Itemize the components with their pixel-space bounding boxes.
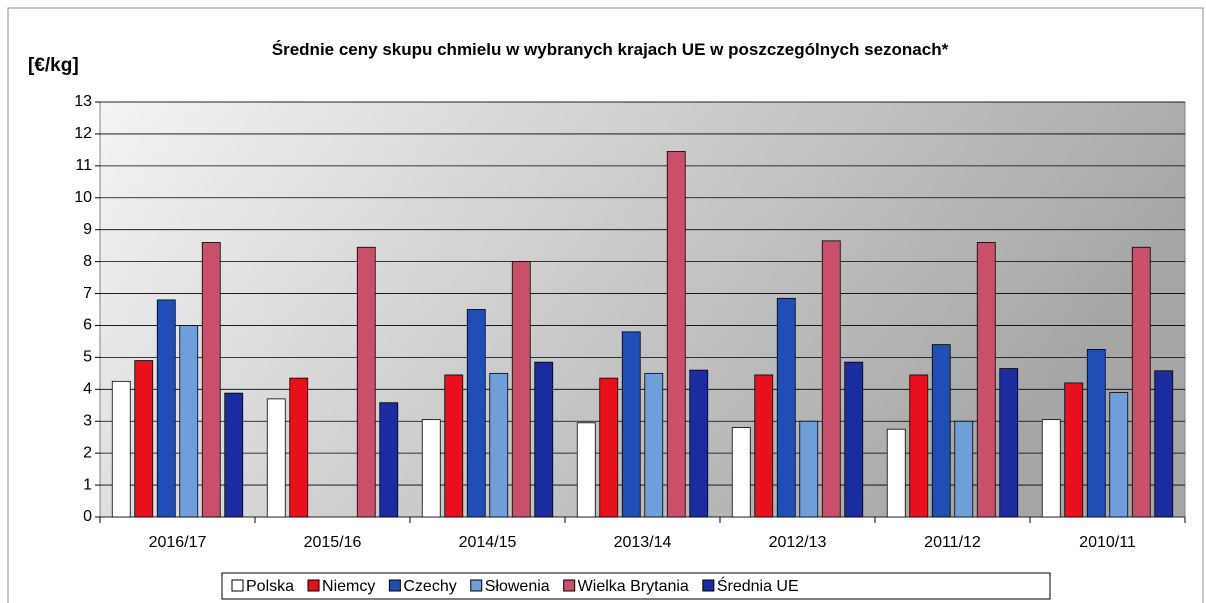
bar: [135, 361, 153, 517]
plot-area: [100, 102, 1185, 517]
legend-label: Średnia UE: [717, 576, 799, 595]
legend-swatch: [389, 580, 400, 591]
y-tick-label: 8: [83, 253, 92, 270]
legend-label: Polska: [246, 578, 294, 595]
bar: [112, 381, 130, 517]
chart-title: Średnie ceny skupu chmielu w wybranych k…: [180, 40, 1040, 60]
bar: [1110, 393, 1128, 518]
bar: [380, 403, 398, 517]
bar: [180, 325, 198, 517]
y-tick-label: 9: [83, 221, 92, 238]
y-tick-label: 12: [74, 125, 92, 142]
y-tick-label: 1: [83, 476, 92, 493]
bar: [1087, 349, 1105, 517]
y-tick-label: 5: [83, 349, 92, 366]
y-tick-label: 2: [83, 444, 92, 461]
y-tick-label: 3: [83, 412, 92, 429]
legend-label: Czechy: [403, 578, 456, 595]
x-tick-label: 2015/16: [304, 534, 362, 551]
legend-swatch: [703, 580, 714, 591]
y-tick-label: 11: [75, 157, 92, 174]
bar: [667, 151, 685, 517]
x-tick-label: 2016/17: [149, 534, 207, 551]
x-tick-label: 2014/15: [459, 534, 517, 551]
bar: [445, 375, 463, 517]
bar: [535, 362, 553, 517]
bar: [822, 241, 840, 517]
legend-swatch: [232, 580, 243, 591]
bar: [267, 399, 285, 517]
chart: 0123456789101112132016/172015/162014/152…: [0, 0, 1206, 603]
bar: [977, 242, 995, 517]
bar: [512, 262, 530, 517]
legend-label: Niemcy: [322, 578, 375, 595]
legend-swatch: [308, 580, 319, 591]
bar: [1132, 247, 1150, 517]
bar: [887, 429, 905, 517]
bar: [932, 345, 950, 517]
y-tick-label: 13: [74, 93, 92, 110]
legend-label: Wielka Brytania: [578, 578, 689, 595]
bar: [690, 370, 708, 517]
bar: [755, 375, 773, 517]
bar: [910, 375, 928, 517]
bar: [490, 373, 508, 517]
bar: [645, 373, 663, 517]
bar: [1155, 371, 1173, 517]
y-tick-label: 0: [83, 508, 92, 525]
legend-swatch: [471, 580, 482, 591]
bar: [955, 421, 973, 517]
bar: [225, 393, 243, 517]
bar: [290, 378, 308, 517]
bar: [732, 428, 750, 517]
y-tick-label: 4: [83, 381, 92, 398]
y-tick-label: 7: [83, 285, 92, 302]
page: 0123456789101112132016/172015/162014/152…: [0, 0, 1206, 603]
legend-label: Słowenia: [485, 578, 550, 595]
y-axis-label: [€/kg]: [28, 55, 79, 77]
bar: [1042, 420, 1060, 517]
y-tick-label: 10: [74, 189, 92, 206]
x-tick-label: 2013/14: [614, 534, 672, 551]
x-tick-label: 2011/12: [924, 534, 981, 551]
bar: [800, 421, 818, 517]
bar: [577, 423, 595, 517]
bar: [157, 300, 175, 517]
bar: [202, 242, 220, 517]
bar: [1065, 383, 1083, 517]
legend-swatch: [564, 580, 575, 591]
bar: [777, 298, 795, 517]
bar: [600, 378, 618, 517]
bar: [622, 332, 640, 517]
y-tick-label: 6: [83, 317, 92, 334]
x-tick-label: 2012/13: [769, 534, 827, 551]
bar: [467, 310, 485, 518]
bar: [1000, 369, 1018, 517]
bar: [357, 247, 375, 517]
x-tick-label: 2010/11: [1079, 534, 1136, 551]
bar: [845, 362, 863, 517]
bar: [422, 420, 440, 517]
